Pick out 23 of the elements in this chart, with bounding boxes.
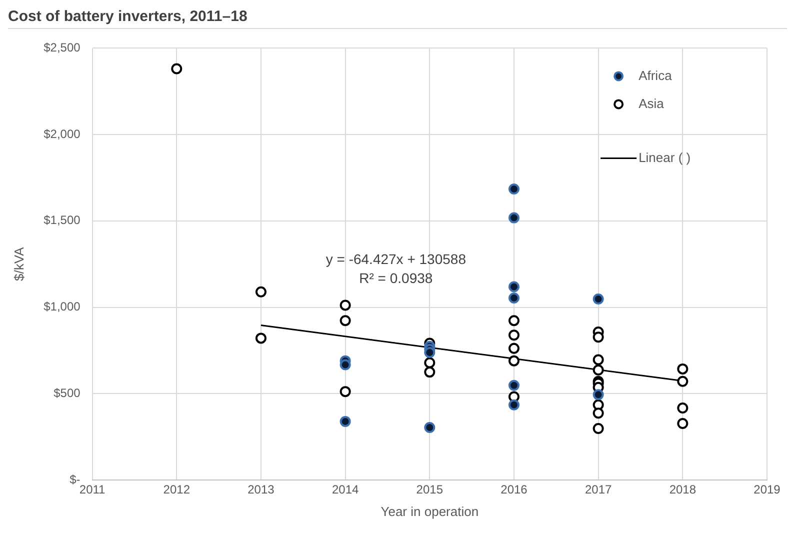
x-tick-label: 2014	[332, 482, 359, 497]
y-tick-label: $1,500	[44, 213, 81, 228]
legend-label: Africa	[638, 68, 673, 83]
y-axis-title: $/kVA	[11, 246, 26, 281]
x-tick-label: 2012	[163, 482, 190, 497]
y-tick-label: $500	[54, 386, 81, 400]
x-tick-label: 2016	[500, 482, 528, 497]
x-tick-label: 2013	[248, 482, 275, 497]
chart-title: Cost of battery inverters, 2011–18	[8, 8, 787, 29]
x-tick-label: 2018	[669, 482, 696, 497]
x-tick-label: 2015	[416, 482, 444, 497]
x-axis-title: Year in operation	[380, 504, 479, 519]
legend-label: Linear ( )	[638, 150, 691, 165]
x-tick-label: 2017	[584, 482, 612, 497]
y-tick-label: $2,500	[44, 40, 81, 55]
legend-label: Asia	[638, 96, 665, 111]
y-tick-label: $-	[70, 472, 80, 486]
y-tick-label: $1,000	[44, 300, 81, 314]
annotation: R² = 0.0938	[359, 270, 433, 286]
x-tick-label: 2011	[79, 482, 106, 497]
annotation: y = -64.427x + 130588	[326, 251, 466, 268]
x-tick-label: 2019	[754, 482, 781, 497]
y-tick-label: $2,000	[44, 126, 81, 141]
